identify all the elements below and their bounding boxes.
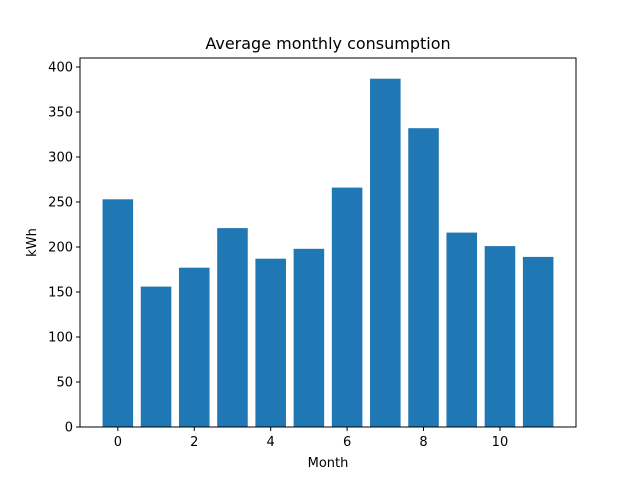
bar-month-5 xyxy=(293,248,325,427)
bar-month-0 xyxy=(102,199,134,427)
x-tick-label: 6 xyxy=(343,435,351,450)
y-tick-label: 400 xyxy=(48,61,73,76)
bar-month-4 xyxy=(255,258,286,427)
y-tick-label: 150 xyxy=(48,286,73,301)
y-tick-label: 0 xyxy=(65,421,73,436)
x-axis-label: Month xyxy=(308,456,349,471)
x-axis-ticks: 0 2 4 6 8 10 xyxy=(114,427,509,450)
y-tick-label: 250 xyxy=(48,196,73,211)
plot-frame xyxy=(79,57,577,428)
y-axis-ticks: 0 50 100 150 200 250 300 350 400 xyxy=(48,61,80,436)
bar-month-9 xyxy=(446,232,478,427)
y-tick-label: 350 xyxy=(48,106,73,121)
bars-group xyxy=(102,78,554,427)
y-tick-label: 100 xyxy=(48,331,73,346)
y-tick-label: 50 xyxy=(56,376,73,391)
x-tick-label: 2 xyxy=(190,435,198,450)
bar-month-8 xyxy=(408,128,439,427)
bar-month-3 xyxy=(217,228,248,427)
chart-title: Average monthly consumption xyxy=(205,34,450,53)
bar-month-7 xyxy=(370,78,401,427)
bar-month-1 xyxy=(140,286,172,427)
y-tick-label: 200 xyxy=(48,241,73,256)
bar-month-2 xyxy=(178,267,210,427)
bar-month-10 xyxy=(484,246,516,427)
bar-month-11 xyxy=(522,256,554,427)
x-tick-label: 10 xyxy=(492,435,509,450)
x-tick-label: 0 xyxy=(114,435,122,450)
bar-month-6 xyxy=(331,187,363,427)
y-tick-label: 300 xyxy=(48,151,73,166)
y-axis-label: kWh xyxy=(25,228,40,257)
x-tick-label: 4 xyxy=(267,435,275,450)
x-tick-label: 8 xyxy=(419,435,427,450)
